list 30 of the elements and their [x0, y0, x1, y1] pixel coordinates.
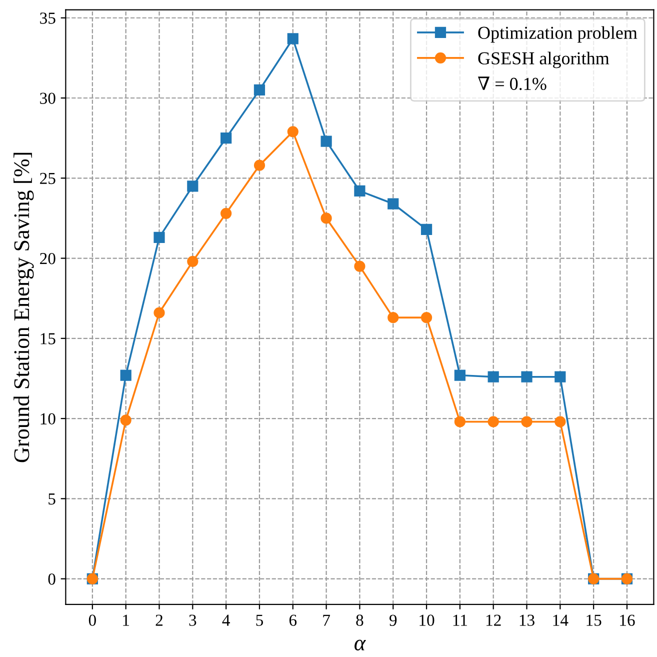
x-tick-label: 14 — [553, 614, 568, 626]
x-tick-label: 15 — [586, 614, 602, 626]
y-tick-label: 15 — [40, 333, 56, 344]
x-tick-label: 13 — [520, 614, 534, 626]
y-tick-label: 30 — [40, 92, 56, 104]
x-tick-label: 3 — [189, 614, 196, 626]
x-tick-label: 12 — [486, 614, 501, 626]
x-tick-label: 10 — [420, 614, 434, 626]
x-tick-label: 7 — [323, 614, 330, 626]
x-tick-label: 16 — [620, 614, 635, 626]
x-tick-label: 9 — [389, 614, 397, 626]
y-tick-label: 20 — [40, 252, 56, 264]
y-tick-label: 10 — [40, 413, 56, 424]
y-tick-label: 0 — [48, 573, 56, 585]
x-tick-label: 11 — [453, 614, 467, 626]
y-axis-title: Ground Station Energy Saving [%] — [14, 152, 34, 462]
x-tick-label: 1 — [123, 614, 130, 626]
x-tick-label: 8 — [356, 614, 364, 626]
y-tick-label: 5 — [48, 494, 56, 505]
y-tick-label: 25 — [40, 172, 56, 184]
x-tick-label: 5 — [256, 614, 263, 626]
legend-label: Optimization problem — [478, 26, 638, 43]
x-tick-label: 2 — [156, 614, 162, 626]
x-tick-label: 4 — [222, 614, 230, 626]
x-tick-label: 6 — [289, 614, 297, 626]
x-axis-title: α — [354, 640, 366, 650]
x-tick-label: 0 — [88, 614, 96, 626]
annotation: ∇ = 0.1% — [478, 76, 546, 90]
legend-label: GSESH algorithm — [478, 52, 610, 68]
y-tick-label: 35 — [40, 12, 56, 24]
